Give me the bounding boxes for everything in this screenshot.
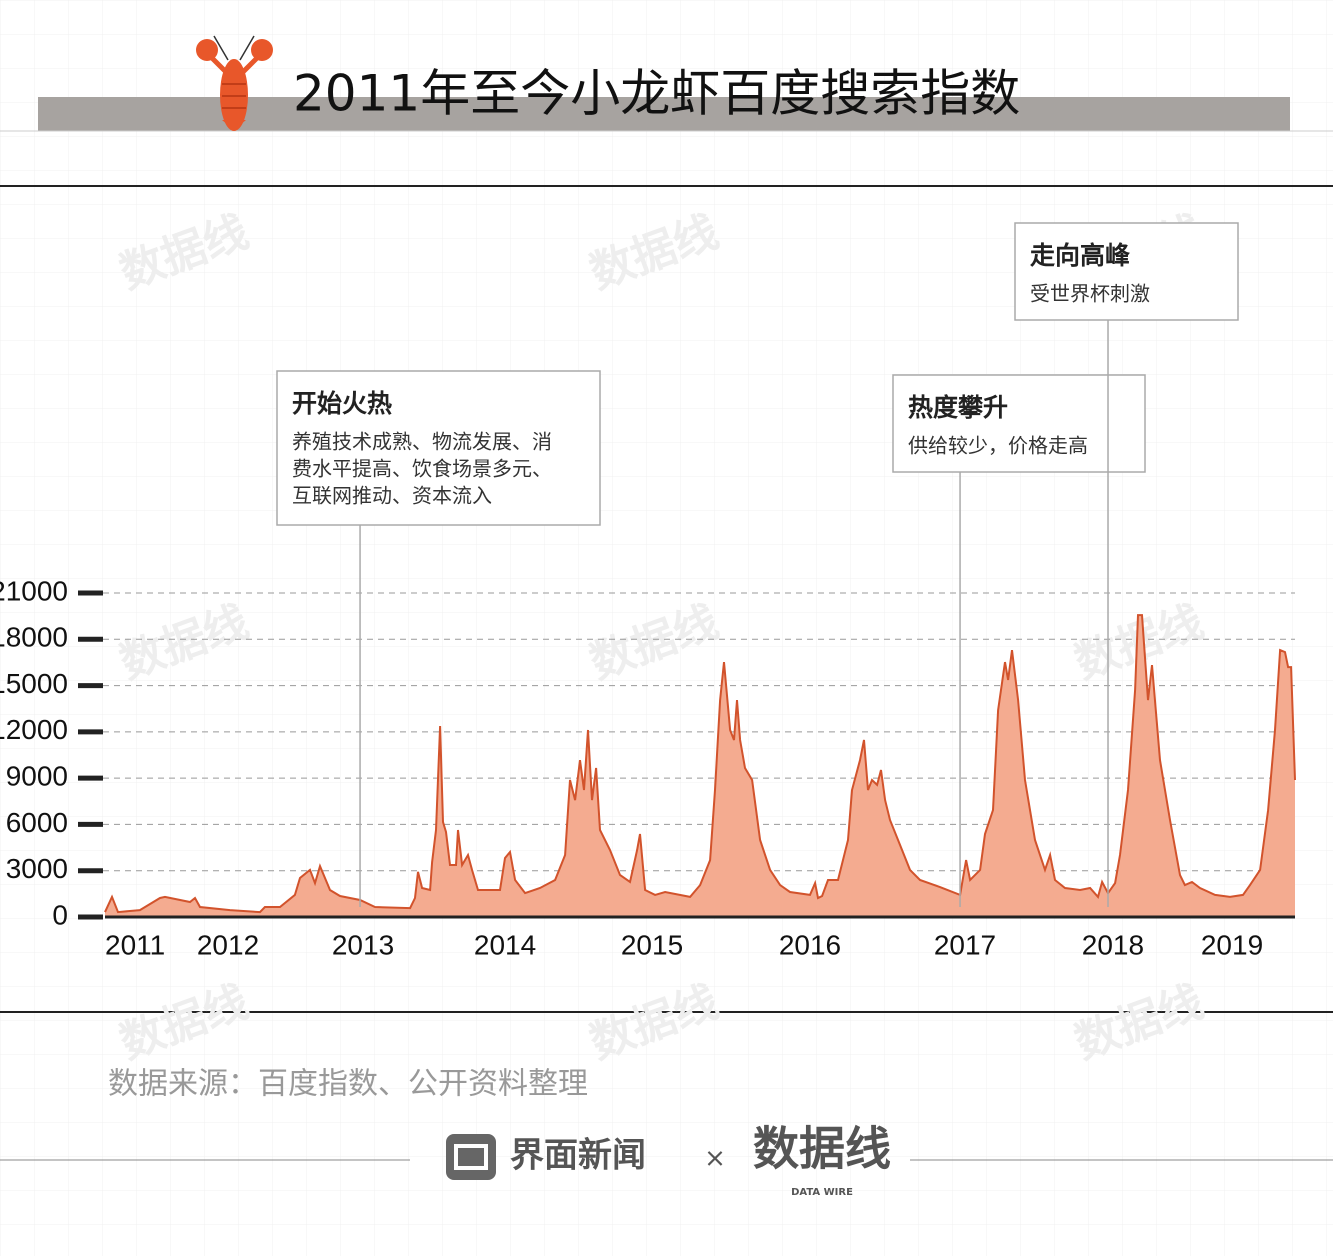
x-tick-label: 2012	[197, 929, 259, 960]
lobster-icon	[196, 35, 273, 131]
area-line	[104, 614, 1296, 914]
annotation-title: 开始火热	[292, 389, 392, 418]
annotation-title: 走向高峰	[1030, 241, 1130, 270]
annotation-title: 热度攀升	[908, 393, 1008, 422]
x-tick-label: 2019	[1201, 929, 1263, 960]
y-tick-label: 15000	[0, 668, 68, 699]
annotation-box	[276, 370, 601, 526]
partner: 数据线	[753, 1122, 891, 1176]
y-tick-label: 18000	[0, 622, 68, 653]
annotation-text: 互联网推动、资本流入	[292, 484, 492, 508]
y-tick-label: 6000	[6, 807, 68, 838]
annotation-text: 受世界杯刺激	[1030, 282, 1150, 306]
x-tick-label: 2018	[1082, 929, 1144, 960]
x-tick-label: 2016	[779, 929, 841, 960]
y-tick-label: 0	[52, 899, 68, 930]
annotation-box	[1014, 222, 1239, 321]
y-tick-label: 9000	[6, 761, 68, 792]
x-tick-label: 2015	[621, 929, 683, 960]
y-tick-label: 21000	[0, 575, 68, 606]
annotation-text: 养殖技术成熟、物流发展、消	[292, 430, 552, 454]
brand-logo	[446, 1134, 496, 1180]
source: 数据来源：百度指数、公开资料整理	[108, 1067, 588, 1102]
area-fill	[105, 615, 1295, 917]
separator: ×	[704, 1144, 726, 1174]
x-tick-label: 2011	[105, 929, 165, 960]
brand: 界面新闻	[510, 1136, 646, 1176]
y-tick-label: 12000	[0, 714, 68, 745]
y-tick-label: 3000	[6, 853, 68, 884]
x-tick-label: 2017	[934, 929, 996, 960]
partner-sub: DATA WIRE	[791, 1187, 853, 1198]
annotation-text: 费水平提高、饮食场景多元、	[292, 457, 552, 481]
x-tick-label: 2013	[332, 929, 394, 960]
annotation-text: 供给较少，价格走高	[908, 434, 1088, 458]
chart-title: 2011年至今小龙虾百度搜索指数	[293, 65, 1020, 123]
annotation-box	[892, 374, 1146, 473]
x-tick-label: 2014	[474, 929, 536, 960]
